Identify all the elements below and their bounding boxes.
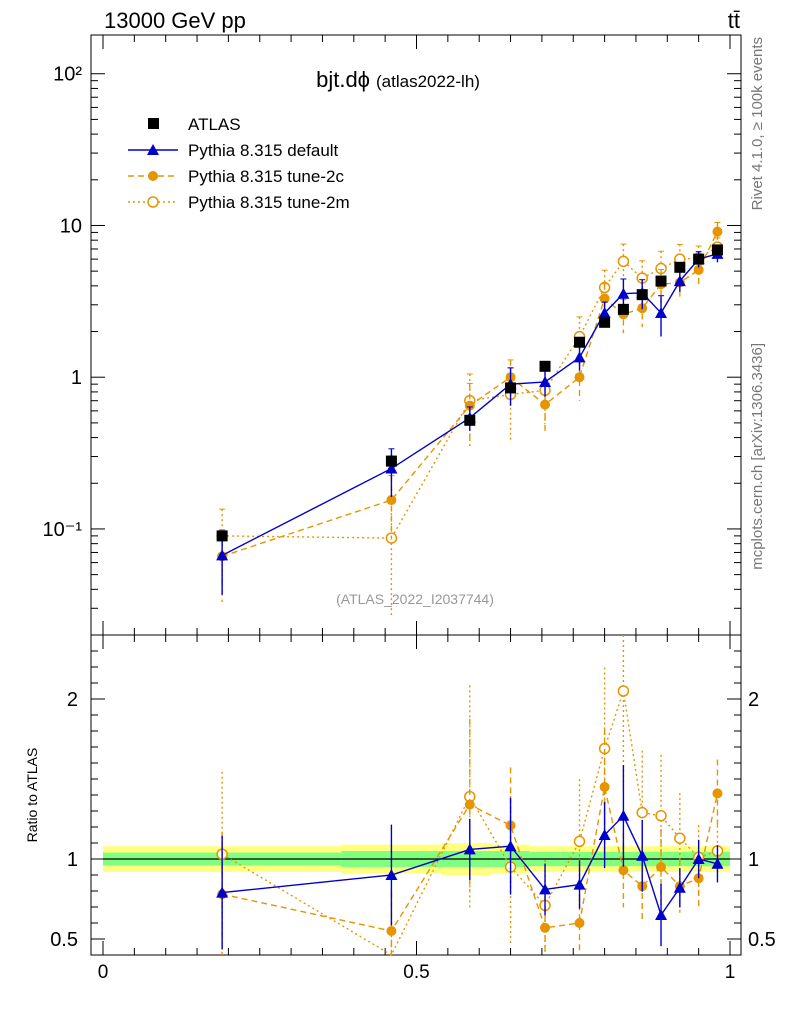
mcplots-label: mcplots.cern.ch [arXiv:1306.3436] [749,343,766,570]
data-point [464,414,476,426]
ratio-tick-label: 2 [67,689,78,711]
x-tick-label: 0.5 [403,962,429,983]
ratio-point [655,909,668,920]
data-point [573,351,586,363]
ratio-point [573,835,586,848]
ratio-point [539,883,552,895]
data-point [385,455,397,467]
data-point [540,399,551,410]
legend-label-tune2m: Pythia 8.315 tune-2m [188,193,350,212]
ratio-tick-label: 1 [67,849,78,871]
ratio-point [573,878,586,890]
ratio-series-3 [216,635,724,956]
series-0 [216,244,723,542]
data-point [655,275,667,287]
ratio-point [504,840,517,852]
data-point [574,372,585,383]
ratio-point [216,886,229,898]
ratio-point [617,809,630,821]
legend-marker-tune2m [147,196,159,208]
ratio-layer [216,635,724,956]
series-layer [216,221,724,618]
ratio-point [618,865,629,876]
ratio-point [385,869,398,880]
ratio-point [598,829,611,840]
data-point [599,293,610,304]
data-point [673,275,686,287]
ratio-point [464,799,475,810]
ratio-point [692,853,705,864]
ratio-tick-label: 0.5 [748,929,776,951]
data-point [617,255,630,268]
ratio-tick-label: 0.5 [50,929,78,951]
data-point [617,303,629,315]
x-tick-label: 1 [725,962,736,983]
analysis-label: (ATLAS_2022_I2037744) [336,591,494,607]
ratio-tick-label: 1 [748,849,759,871]
ratio-point [540,922,551,933]
ratio-series-1 [216,765,724,950]
data-point [693,253,705,265]
y-tick-label: 10 [60,215,82,237]
data-point [598,306,611,318]
rivet-label: Rivet 4.1.0, ≥ 100k events [749,37,766,210]
data-point [464,400,475,411]
data-point [539,360,551,372]
ratio-point [656,862,667,872]
data-point [693,264,704,275]
x-tick-label: 0 [98,962,109,983]
legend-marker-tune2c [148,171,158,181]
legend: ATLAS Pythia 8.315 default Pythia 8.315 … [128,115,350,212]
process-label: tt̄ [728,8,740,33]
ratio-point [655,810,667,822]
legend-marker-atlas [148,118,159,129]
data-point [505,382,517,394]
data-point [636,289,648,301]
data-point [599,316,611,328]
data-point [539,375,552,387]
data-point [711,244,723,256]
data-point [655,306,668,318]
ratio-point [636,806,648,819]
ratio-ylabel: Ratio to ATLAS [24,748,40,843]
ratio-tick-label: 2 [748,689,759,711]
ratio-point [386,926,397,936]
ratio-point [617,685,630,697]
legend-marker-default [147,144,159,155]
legend-label-default: Pythia 8.315 default [188,141,339,160]
ratio-point [636,849,649,861]
data-point [216,530,228,542]
ratio-point [599,782,610,792]
data-point [216,549,229,561]
data-point [574,336,586,348]
data-point [617,287,630,299]
ratio-point [674,832,686,844]
legend-label-atlas: ATLAS [188,115,241,134]
ratio-point [673,881,686,893]
legend-label-tune2c: Pythia 8.315 tune-2c [188,167,344,186]
y-tick-label: 10⁻¹ [43,519,83,541]
ratio-point [574,918,585,928]
data-point [385,462,398,474]
data-point [712,226,723,237]
ratio-point [711,857,724,869]
data-point [674,261,686,273]
plot-subtitle: (atlas2022-lh) [376,72,480,91]
ratio-point [463,843,476,855]
ratio-uncertainty-bands [103,843,730,875]
plot-title: bjt.dϕ [316,67,370,92]
ratio-panel-frame [90,634,742,956]
y-tick-label: 1 [71,367,82,389]
ratio-point [712,788,723,799]
data-point [386,495,397,506]
energy-label: 13000 GeV pp [104,8,246,33]
axis-ticks: 0 0.5 1 10⁻¹ 1 10 10² 0.5 0.5 1 1 2 2 [43,35,776,983]
y-tick-label: 10² [53,64,82,86]
